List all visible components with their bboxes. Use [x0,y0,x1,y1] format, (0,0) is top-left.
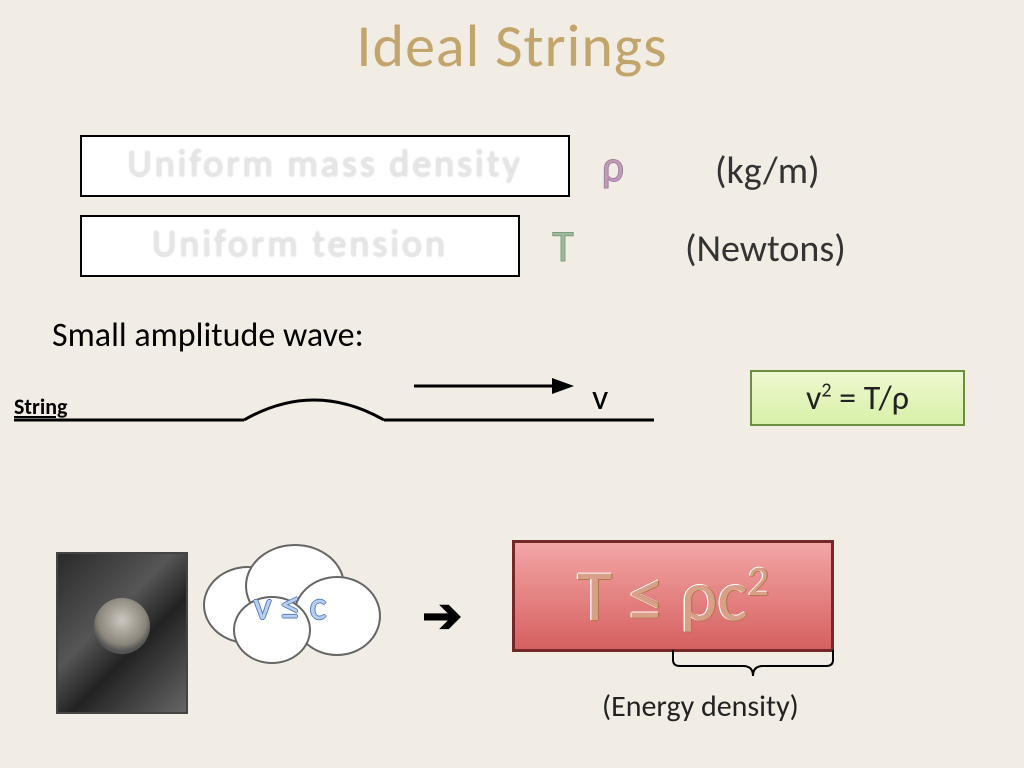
definition-row-tension: Uniform tension T [80,215,584,277]
definition-label-tension: Uniform tension [152,221,448,267]
definition-box-density: Uniform mass density [80,135,570,197]
page-title: Ideal Strings [0,10,1024,83]
implies-arrow-icon: ➔ [422,586,462,645]
tension-bound-formula: T ≤ ρc2 [577,552,769,640]
energy-density-label: (Energy density) [602,688,799,725]
definition-row-density: Uniform mass density ρ [80,135,634,197]
einstein-photo [56,552,188,714]
unit-newtons: (Newtons) [685,226,846,272]
tension-symbol: T [542,219,584,273]
wave-speed-formula: v2 = T/ρ [806,378,909,419]
unit-kg-per-m: (kg/m) [715,148,820,194]
speech-bubble: v ≤ c [195,540,385,670]
wave-diagram [14,370,654,440]
velocity-label: v [592,375,608,419]
small-amplitude-label: Small amplitude wave: [52,315,364,356]
definition-label-density: Uniform mass density [127,141,522,187]
definition-box-tension: Uniform tension [80,215,520,277]
cloud-icon [195,540,385,670]
tension-bound-box: T ≤ ρc2 [512,540,834,652]
wave-speed-formula-box: v2 = T/ρ [750,370,965,426]
bracket-icon [668,648,838,680]
rho-symbol: ρ [592,139,634,193]
